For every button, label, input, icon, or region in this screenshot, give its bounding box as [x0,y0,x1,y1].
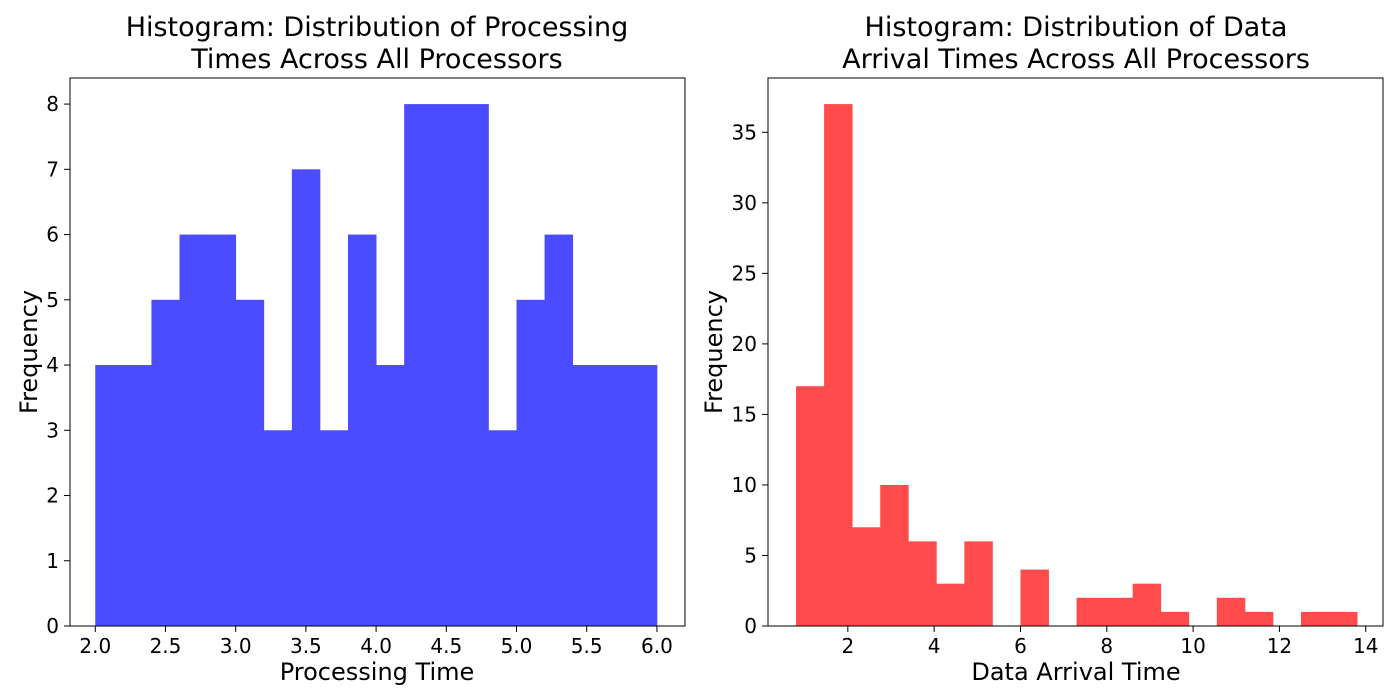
chart-title-line-2: Arrival Times Across All Processors [842,44,1310,75]
histogram-bars [796,104,1358,627]
histogram-bar-5 [235,299,265,626]
plot-frame [69,77,686,627]
x-tick-label: 3.5 [290,634,322,658]
y-axis-label: Frequency [700,290,728,414]
histogram-bar-16 [544,234,574,627]
y-tick-label: 15 [732,402,757,426]
y-tick-label: 3 [46,418,59,442]
histogram-bar-18 [600,365,630,626]
y-axis-ticks: 0 1 2 3 4 5 6 7 8 [46,92,70,638]
histogram-bar-8 [1020,569,1049,626]
histogram-bar-6 [263,430,293,626]
histogram-bar-10 [376,365,405,626]
histogram-bars [95,104,658,627]
histogram-bar-17 [572,365,602,626]
histogram-bar-4 [207,234,237,627]
data-arrival-time-histogram: Histogram: Distribution of Data Arrival … [700,12,1384,686]
histogram-bar-0 [95,365,124,626]
y-tick-label: 4 [46,353,59,377]
histogram-bar-11 [1104,597,1134,626]
y-tick-label: 0 [744,614,757,638]
histogram-bar-3 [179,234,209,627]
y-tick-label: 6 [46,223,59,247]
x-tick-label: 3.0 [220,634,252,658]
x-tick-label: 4.0 [360,634,392,658]
y-tick-label: 0 [46,614,59,638]
x-axis-label: Processing Time [280,658,475,686]
x-axis-label: Data Arrival Time [971,658,1180,686]
y-axis-label: Frequency [15,290,43,414]
x-tick-label: 2.5 [150,634,182,658]
histogram-bar-7 [291,169,321,627]
y-axis-ticks: 0 5 10 15 20 25 30 35 [732,120,768,638]
x-axis-ticks: 2.0 2.5 3.0 3.5 4.0 4.5 5.0 5.5 6.0 [79,626,673,658]
chart-title-line-1: Histogram: Distribution of Processing [126,12,629,43]
x-tick-label: 6.0 [641,634,673,658]
histogram-bar-12 [1132,583,1162,626]
histogram-bar-13 [460,104,489,627]
x-axis-ticks: 2 4 6 8 10 12 14 [841,626,1378,658]
histogram-bar-4 [908,541,937,626]
chart-title-line-2: Times Across All Processors [190,44,562,75]
x-tick-label: 5.0 [501,634,533,658]
plot-frame [767,77,1384,627]
y-tick-label: 5 [46,288,59,312]
y-tick-label: 10 [732,473,757,497]
histogram-bar-14 [488,430,517,626]
x-tick-label: 4 [928,634,941,658]
histogram-bar-15 [516,299,545,626]
processing-time-histogram: Histogram: Distribution of Processing Ti… [15,12,686,686]
histogram-bar-10 [1076,597,1106,626]
histogram-bar-16 [1244,611,1274,626]
histogram-bar-19 [1329,611,1358,626]
y-tick-label: 30 [732,191,757,215]
chart-title-line-1: Histogram: Distribution of Data [865,12,1288,43]
y-tick-label: 1 [46,549,59,573]
histogram-bar-8 [319,430,349,626]
histogram-bar-6 [964,541,993,626]
x-tick-label: 4.5 [430,634,462,658]
histogram-bar-9 [348,234,377,627]
histogram-bar-18 [1301,611,1330,626]
x-tick-label: 2 [841,634,854,658]
x-tick-label: 12 [1267,634,1292,658]
y-tick-label: 8 [46,92,59,116]
histogram-bar-15 [1216,597,1246,626]
x-tick-label: 6 [1014,634,1027,658]
histogram-bar-12 [432,104,461,627]
y-tick-label: 7 [46,157,59,181]
x-tick-label: 14 [1353,634,1378,658]
histogram-bar-19 [628,365,658,626]
y-tick-label: 20 [732,332,757,356]
histogram-bar-2 [852,527,881,626]
histogram-bar-1 [824,104,853,627]
x-tick-label: 2.0 [79,634,111,658]
histogram-bar-0 [796,386,825,626]
x-tick-label: 5.5 [571,634,603,658]
y-tick-label: 35 [732,120,757,144]
histogram-bar-13 [1160,611,1190,626]
histogram-bar-3 [880,484,909,626]
x-tick-label: 8 [1100,634,1113,658]
histogram-bar-11 [404,104,433,627]
y-tick-label: 5 [744,543,757,567]
histogram-bar-2 [151,299,180,626]
histogram-bar-1 [123,365,152,626]
x-tick-label: 10 [1180,634,1205,658]
y-tick-label: 25 [732,261,757,285]
histogram-bar-5 [936,583,965,626]
y-tick-label: 2 [46,484,59,508]
